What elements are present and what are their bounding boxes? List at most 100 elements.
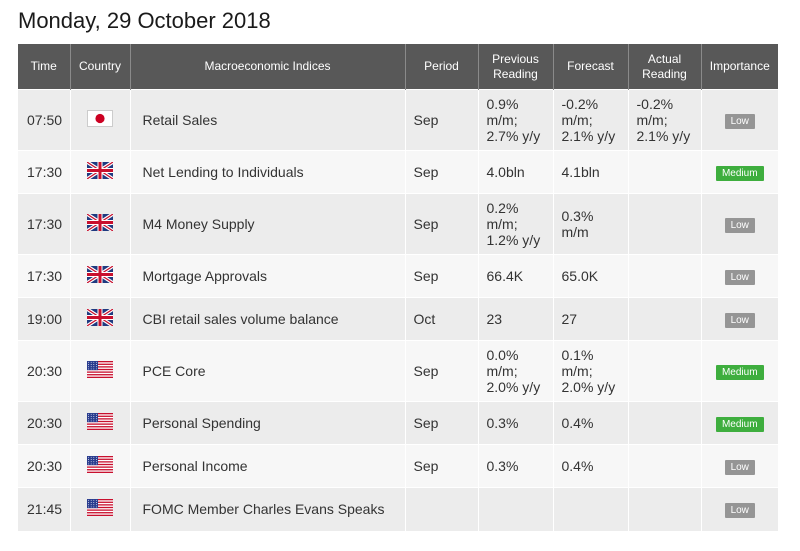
economic-calendar-table: Time Country Macroeconomic Indices Perio…	[18, 44, 778, 531]
time-cell: 20:30	[18, 401, 70, 445]
forecast-line: 0.1%	[561, 347, 594, 363]
indicator-name-cell[interactable]: Personal Income	[129, 444, 405, 488]
previous-reading-line: 2.7% y/y	[486, 128, 541, 144]
uk-flag-icon	[86, 307, 114, 329]
forecast-cell	[552, 487, 628, 531]
forecast-cell: -0.2% m/m; 2.1% y/y	[552, 89, 628, 151]
us-flag-icon	[87, 361, 113, 381]
table-row[interactable]: 17:30 M4 Money Supply Sep 0.2% m/m; 1.2% y/y 0…	[18, 193, 778, 255]
table-row[interactable]: 17:30 Net Lending to Individuals Sep 4.0bln…	[18, 150, 778, 194]
period-cell: Sep	[404, 444, 478, 488]
period-cell: Sep	[404, 89, 478, 151]
forecast-cell: 0.4%	[552, 401, 628, 445]
forecast-line: m/m	[561, 224, 589, 240]
country-cell	[69, 487, 130, 531]
country-cell	[69, 193, 130, 255]
japan-flag-icon	[87, 110, 113, 130]
table-row[interactable]: 17:30 Mortgage Approvals Sep 66.4K 65.0K Low	[18, 254, 778, 298]
forecast-cell: 65.0K	[552, 254, 628, 298]
previous-reading-line: m/m;	[486, 363, 518, 379]
forecast-line: 4.1bln	[561, 164, 600, 180]
country-cell	[69, 89, 130, 151]
country-cell	[69, 297, 130, 341]
uk-flag-icon	[86, 212, 114, 234]
table-row[interactable]: 21:45 FOMC Member Charles Evans Speaks Low	[18, 487, 778, 531]
indicator-name-cell[interactable]: Net Lending to Individuals	[129, 150, 405, 194]
forecast-line: -0.2%	[561, 96, 599, 112]
header-macroeconomic-indices[interactable]: Macroeconomic Indices	[129, 44, 405, 90]
country-cell	[69, 401, 130, 445]
previous-reading-line: 1.2% y/y	[486, 232, 541, 248]
time-cell: 21:45	[18, 487, 70, 531]
country-cell	[69, 340, 130, 402]
importance-badge: Low	[724, 460, 755, 475]
forecast-cell: 0.3% m/m	[552, 193, 628, 255]
importance-badge: Medium	[715, 166, 764, 181]
previous-reading-line: 0.2%	[486, 200, 519, 216]
indicator-name-cell[interactable]: CBI retail sales volume balance	[129, 297, 405, 341]
previous-reading-cell	[477, 487, 553, 531]
period-cell: Sep	[404, 193, 478, 255]
page-title: Monday, 29 October 2018	[18, 8, 271, 33]
importance-cell: Low	[700, 254, 778, 298]
period-cell: Sep	[404, 340, 478, 402]
time-cell: 19:00	[18, 297, 70, 341]
importance-cell: Low	[700, 89, 778, 151]
actual-reading-line: 2.1% y/y	[636, 128, 691, 144]
actual-reading-line: m/m;	[636, 112, 668, 128]
indicator-name-cell[interactable]: Mortgage Approvals	[129, 254, 405, 298]
importance-badge: Low	[724, 270, 755, 285]
indicator-name-cell[interactable]: FOMC Member Charles Evans Speaks	[129, 487, 405, 531]
importance-cell: Medium	[700, 340, 778, 402]
header-forecast[interactable]: Forecast	[552, 44, 628, 90]
actual-reading-cell	[627, 193, 701, 255]
time-cell: 07:50	[18, 89, 70, 151]
forecast-line: 2.0% y/y	[561, 379, 616, 395]
forecast-cell: 4.1bln	[552, 150, 628, 194]
importance-cell: Low	[700, 193, 778, 255]
header-previous-reading[interactable]: Previous Reading	[477, 44, 553, 90]
country-cell	[69, 150, 130, 194]
table-row[interactable]: 19:00 CBI retail sales volume balance Oct 2…	[18, 297, 778, 341]
previous-reading-line: 2.0% y/y	[486, 379, 541, 395]
importance-badge: Low	[724, 503, 755, 519]
header-actual-reading[interactable]: Actual Reading	[627, 44, 701, 90]
previous-reading-line: m/m;	[486, 216, 518, 232]
previous-reading-cell: 0.3%	[477, 444, 553, 488]
header-previous-line-2: Reading	[493, 66, 538, 81]
header-actual-line-1: Actual	[647, 51, 682, 66]
header-time[interactable]: Time	[18, 44, 70, 90]
table-row[interactable]: 07:50 Retail Sales Sep 0.9% m/m; 2.7% y/y -0.2…	[18, 89, 778, 151]
indicator-name-cell[interactable]: PCE Core	[129, 340, 405, 402]
indicator-name-cell[interactable]: Personal Spending	[129, 401, 405, 445]
actual-reading-cell: -0.2% m/m; 2.1% y/y	[627, 89, 701, 151]
period-cell: Sep	[404, 150, 478, 194]
header-country[interactable]: Country	[69, 44, 130, 90]
header-importance[interactable]: Importance	[700, 44, 778, 90]
forecast-line: 0.4%	[561, 458, 594, 474]
actual-reading-cell	[627, 297, 701, 341]
importance-cell: Medium	[700, 150, 778, 194]
indicator-name-cell[interactable]: M4 Money Supply	[129, 193, 405, 255]
time-cell: 20:30	[18, 340, 70, 402]
table-row[interactable]: 20:30 PCE Core Sep 0.0% m/m; 2.0% y/y 0.1% m/m;…	[18, 340, 778, 402]
previous-reading-line: 4.0bln	[486, 164, 525, 180]
previous-reading-cell: 0.3%	[477, 401, 553, 445]
forecast-line: 0.3%	[561, 208, 594, 224]
period-cell: Oct	[404, 297, 478, 341]
country-cell	[69, 444, 130, 488]
us-flag-icon	[87, 413, 113, 433]
table-row[interactable]: 20:30 Personal Spending Sep 0.3% 0.4% Medium	[18, 401, 778, 445]
importance-badge: Medium	[715, 417, 764, 432]
indicator-name-cell[interactable]: Retail Sales	[129, 89, 405, 151]
time-cell: 17:30	[18, 150, 70, 194]
importance-cell: Low	[700, 297, 778, 341]
header-period[interactable]: Period	[404, 44, 478, 90]
table-row[interactable]: 20:30 Personal Income Sep 0.3% 0.4% Low	[18, 444, 778, 488]
importance-cell: Medium	[700, 401, 778, 445]
actual-reading-cell	[627, 444, 701, 488]
importance-badge: Low	[724, 313, 755, 328]
previous-reading-cell: 0.2% m/m; 1.2% y/y	[477, 193, 553, 255]
importance-badge: Medium	[715, 365, 764, 380]
forecast-cell: 0.4%	[552, 444, 628, 488]
